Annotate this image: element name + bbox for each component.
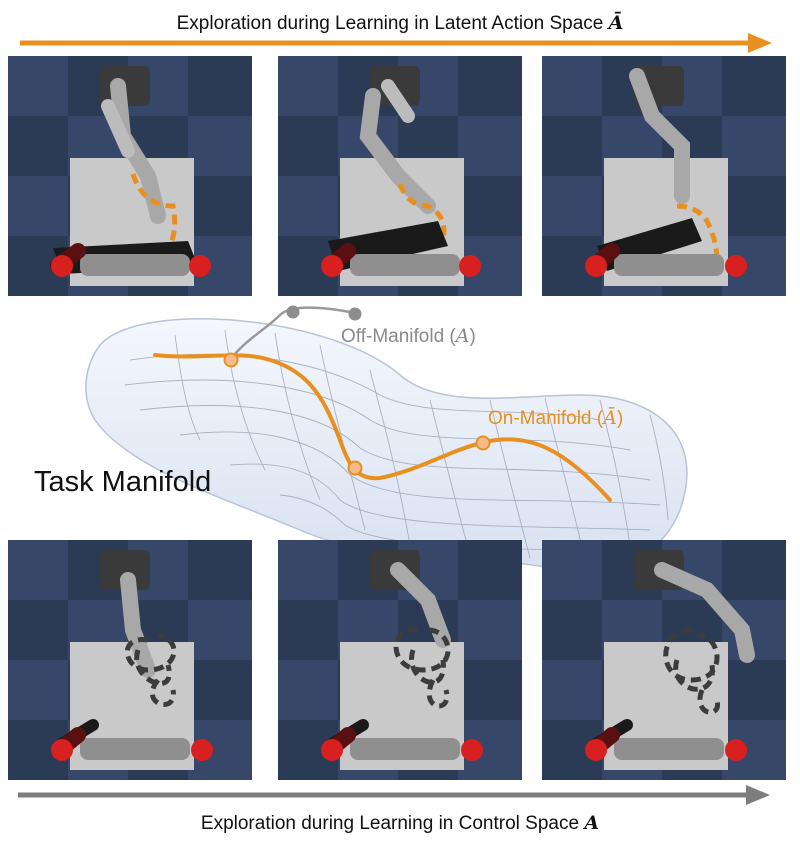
control-space-caption-symbol: A — [584, 812, 600, 834]
bottom-caption: Exploration during Learning in Control S… — [0, 812, 800, 835]
top-panel-2 — [278, 56, 522, 296]
top-caption-text: Exploration during Learning in Latent Ac… — [176, 13, 604, 34]
off-manifold-path — [229, 306, 356, 361]
control-space-symbol: A — [455, 325, 470, 347]
top-caption: Exploration during Learning in Latent Ac… — [0, 12, 800, 35]
task-manifold-title: Task Manifold — [34, 466, 212, 498]
off-manifold-label: Off-Manifold (A) — [341, 325, 476, 347]
on-manifold-point-2 — [347, 460, 363, 476]
top-panel-1 — [8, 56, 252, 296]
bottom-panel-1 — [8, 540, 252, 780]
top-arrow — [20, 33, 772, 53]
off-manifold-point-2 — [348, 307, 362, 321]
bottom-panel-3 — [542, 540, 786, 780]
bottom-arrow — [18, 785, 770, 805]
on-manifold-point-1 — [223, 352, 239, 368]
bottom-panel-2 — [278, 540, 522, 780]
bottom-caption-text: Exploration during Learning in Control S… — [200, 813, 580, 834]
on-manifold-path — [153, 353, 612, 502]
on-manifold-point-3 — [475, 435, 491, 451]
latent-symbol: Ā — [603, 407, 617, 429]
off-manifold-point-1 — [286, 305, 300, 319]
latent-action-symbol: Ā — [608, 12, 624, 34]
on-manifold-label: On-Manifold (Ā) — [488, 407, 624, 429]
top-panel-3 — [542, 56, 786, 296]
manifold-grid — [124, 329, 669, 561]
